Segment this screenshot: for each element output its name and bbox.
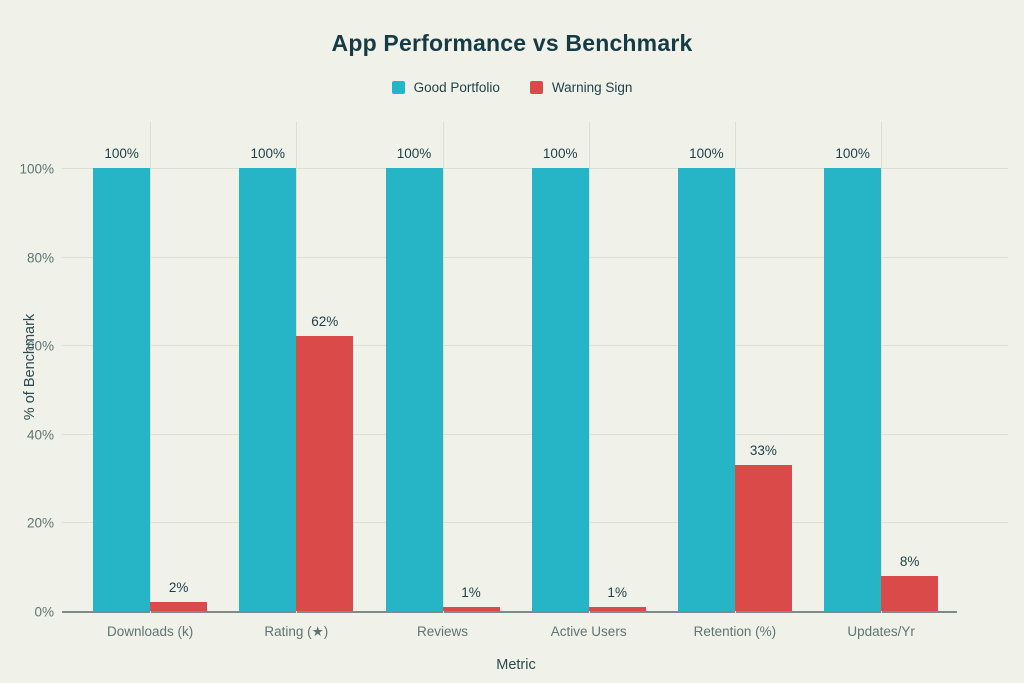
plot-area: 100% 2% 100% 62% 100% 1% 100% 1% 100% 33% 100% 8%: [62, 122, 1008, 613]
bar-value-label: 100%: [396, 146, 432, 161]
x-axis-labels: Downloads (k) Rating (★) Reviews Active Use…: [0, 624, 1024, 644]
y-tick-label: 40%: [26, 427, 54, 443]
bar-good-portfolio: [93, 168, 151, 611]
bar-warning-sign: [296, 336, 354, 611]
chart-title: App Performance vs Benchmark: [331, 30, 693, 56]
bar-good-portfolio: [531, 168, 589, 611]
gridline-vertical: [734, 122, 736, 613]
y-tick-label: 80%: [26, 250, 54, 266]
legend-swatch-warning-sign: [529, 81, 543, 94]
y-tick-label: 100%: [19, 161, 54, 177]
x-axis-category-label: Downloads (k): [106, 624, 194, 639]
bar-value-label: 100%: [542, 146, 578, 161]
legend: Good Portfolio Warning Sign: [0, 80, 1024, 95]
bar-value-label: 8%: [899, 553, 920, 569]
gridline-vertical: [881, 122, 883, 613]
gridline-vertical: [442, 122, 444, 613]
y-tick-label: 60%: [26, 338, 54, 354]
gridline-vertical: [588, 122, 590, 613]
bar-value-label: 33%: [749, 442, 777, 458]
bar-value-label: 100%: [835, 146, 870, 161]
gridline-vertical: [150, 122, 152, 613]
x-axis-category-label: Active Users: [550, 624, 627, 639]
bar-value-label: 100%: [689, 146, 724, 161]
bar-warning-sign: [588, 606, 646, 611]
bar-value-label: 62%: [311, 314, 339, 330]
bar-value-label: 1%: [461, 584, 481, 600]
legend-label-warning-sign: Warning Sign: [551, 80, 633, 95]
bar-good-portfolio: [385, 168, 443, 611]
bar-value-label: 1%: [607, 584, 627, 600]
bar-warning-sign: [881, 575, 939, 611]
legend-item-warning-sign: Warning Sign: [529, 80, 633, 95]
y-axis-tick-labels: 0% 20% 40% 60% 80% 100%: [0, 122, 54, 620]
x-axis-category-label: Retention (%): [693, 624, 777, 639]
x-axis-line: [62, 611, 957, 613]
x-axis-category-label: Rating (★): [264, 624, 329, 639]
bar-good-portfolio: [677, 168, 735, 611]
bar-good-portfolio: [824, 168, 882, 611]
bar-warning-sign: [442, 606, 500, 611]
y-tick-label: 0%: [34, 604, 54, 620]
bar-good-portfolio: [239, 168, 297, 611]
y-tick-label: 20%: [26, 515, 54, 531]
x-axis-title: Metric: [496, 657, 536, 673]
x-axis-category-label: Updates/Yr: [847, 624, 915, 639]
bar-value-label: 2%: [168, 580, 189, 596]
bar-warning-sign: [150, 602, 208, 611]
x-axis-category-label: Reviews: [416, 624, 469, 639]
legend-label-good-portfolio: Good Portfolio: [413, 80, 500, 95]
legend-swatch-good-portfolio: [391, 81, 405, 94]
legend-item-good-portfolio: Good Portfolio: [391, 80, 500, 95]
bar-value-label: 100%: [104, 146, 139, 161]
bar-warning-sign: [734, 464, 792, 611]
bar-value-label: 100%: [250, 146, 286, 161]
